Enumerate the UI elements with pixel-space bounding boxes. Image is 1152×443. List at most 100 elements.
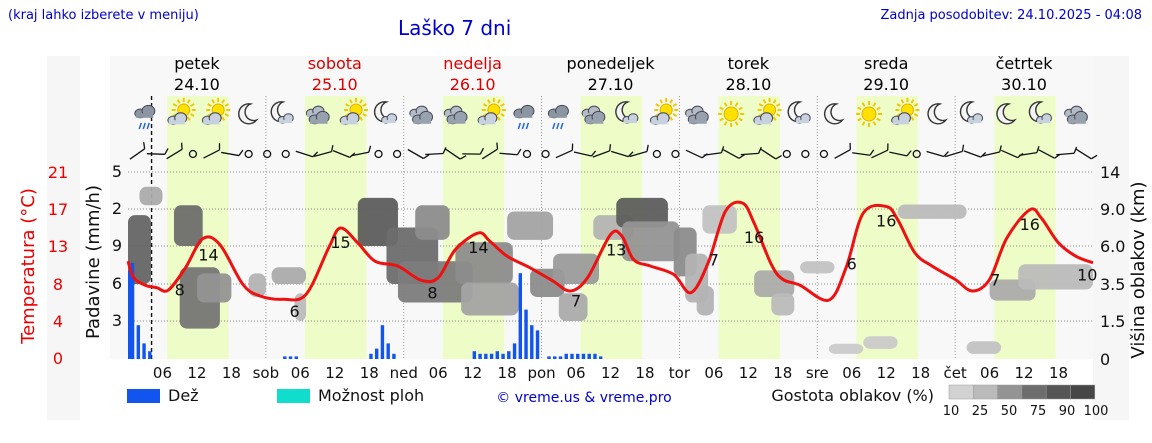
wind-barb-icon — [295, 150, 319, 158]
day-name: četrtek — [996, 54, 1054, 73]
temperature-label: 8 — [175, 280, 185, 299]
density-step-label: 10 — [943, 404, 960, 419]
wind-barb-icon — [852, 149, 875, 156]
x-tick-label: 12 — [463, 364, 482, 382]
precip-bar — [581, 353, 586, 359]
cloud-icon — [581, 105, 606, 125]
precip-bar — [374, 348, 379, 359]
x-tick-label: 06 — [704, 364, 723, 382]
precip-bar — [136, 325, 141, 359]
x-tick-label: 18 — [360, 364, 379, 382]
cloud-rain-icon — [134, 104, 156, 130]
x-tick-label: 18 — [222, 364, 241, 382]
page-title: Laško 7 dni — [398, 16, 512, 40]
cloud-icon — [1064, 105, 1088, 125]
cloud-layer — [696, 285, 714, 316]
day-date: 24.10 — [174, 75, 220, 94]
cloud-layer — [507, 211, 554, 240]
day-name: torek — [728, 54, 770, 73]
cloud-rain-icon — [513, 104, 535, 130]
precip-tick: 9 — [112, 236, 122, 255]
day-name: sreda — [864, 54, 908, 73]
wind-barb-icon — [592, 144, 612, 158]
cloud-height-tick: 9.0 — [1100, 200, 1125, 219]
precip-bar — [524, 309, 528, 359]
x-tick-label: 06 — [566, 364, 585, 382]
temperature-tick: 0 — [53, 349, 63, 368]
density-swatch — [973, 384, 998, 400]
wind-calm-icon — [263, 149, 272, 159]
cloud-height-tick: 0 — [1100, 350, 1110, 369]
wind-barb-icon — [963, 150, 987, 158]
cloud-layer — [455, 242, 513, 284]
x-tick-label: 06 — [842, 364, 861, 382]
precip-bar — [380, 325, 385, 359]
wind-calm-icon — [374, 149, 383, 159]
precip-bar — [369, 353, 373, 359]
temperature-line — [126, 200, 1094, 302]
precip-bar — [489, 353, 494, 359]
temperature-label: 16 — [1020, 215, 1040, 234]
precip-bar — [587, 353, 591, 359]
density-swatch — [997, 384, 1023, 400]
wind-calm-icon — [541, 149, 550, 159]
wind-barb-icon — [610, 150, 634, 158]
cloud-layer — [828, 343, 864, 354]
daylight-band — [994, 96, 1056, 359]
wind-barb-icon — [555, 143, 574, 159]
precip-tick: 3 — [112, 311, 122, 330]
cloud-layer — [800, 261, 835, 274]
wind-calm-icon — [522, 149, 532, 159]
wind-calm-icon — [188, 149, 198, 159]
wind-barb-icon — [313, 144, 334, 157]
wind-calm-icon — [652, 149, 662, 159]
legend-rain-label: Dež — [168, 386, 199, 405]
cloud-icon — [305, 105, 330, 125]
sun-cloud-icon — [167, 98, 196, 125]
wind-barb-icon — [945, 144, 965, 158]
x-tick-label: ned — [390, 364, 418, 382]
precip-bar — [553, 356, 557, 359]
cloud-layer — [558, 293, 588, 321]
density-swatch — [1045, 384, 1071, 400]
precip-bar — [283, 356, 287, 359]
x-tick-label: 12 — [601, 364, 620, 382]
moon-cloud-icon — [787, 101, 811, 124]
temperature-label: 16 — [744, 228, 764, 247]
precip-bar — [558, 356, 563, 359]
cloud-layer — [754, 270, 795, 297]
wind-barb-icon — [1019, 146, 1040, 157]
precip-tick: 5 — [112, 162, 122, 181]
day-date: 26.10 — [450, 75, 496, 94]
x-tick-label: čet — [943, 364, 966, 382]
x-tick-label: 12 — [877, 364, 896, 382]
moon-icon — [996, 103, 1017, 125]
wind-barb-icon — [481, 142, 499, 160]
cloud-layer — [415, 205, 450, 240]
precip-tick: 6 — [112, 274, 122, 293]
cloud-layer — [173, 205, 203, 246]
x-tick-label: sob — [253, 364, 280, 382]
day-date: 30.10 — [1001, 75, 1047, 94]
cloud-icon — [443, 105, 468, 125]
precip-bar — [576, 353, 580, 359]
precip-tick: 2 — [112, 199, 122, 218]
x-tick-label: 12 — [187, 364, 206, 382]
legend-storm-swatch — [277, 389, 310, 403]
wind-barb-icon — [425, 147, 447, 156]
sun-icon — [855, 101, 882, 127]
density-swatch — [1021, 384, 1047, 400]
precip-bar — [512, 343, 517, 359]
temperature-label: 15 — [330, 233, 350, 252]
x-tick-label: 06 — [980, 364, 999, 382]
moon-icon — [238, 103, 259, 125]
temperature-label: 7 — [709, 251, 719, 270]
wind-barb-icon — [129, 142, 146, 160]
precip-bar — [599, 356, 603, 359]
wind-barb-icon — [221, 149, 244, 157]
density-step-label: 50 — [1001, 404, 1018, 419]
credit-link[interactable]: © vreme.us & vreme.pro — [496, 390, 671, 406]
wind-calm-icon — [801, 149, 810, 159]
wind-barb-icon — [982, 145, 1002, 157]
wind-barb-icon — [1075, 148, 1098, 160]
